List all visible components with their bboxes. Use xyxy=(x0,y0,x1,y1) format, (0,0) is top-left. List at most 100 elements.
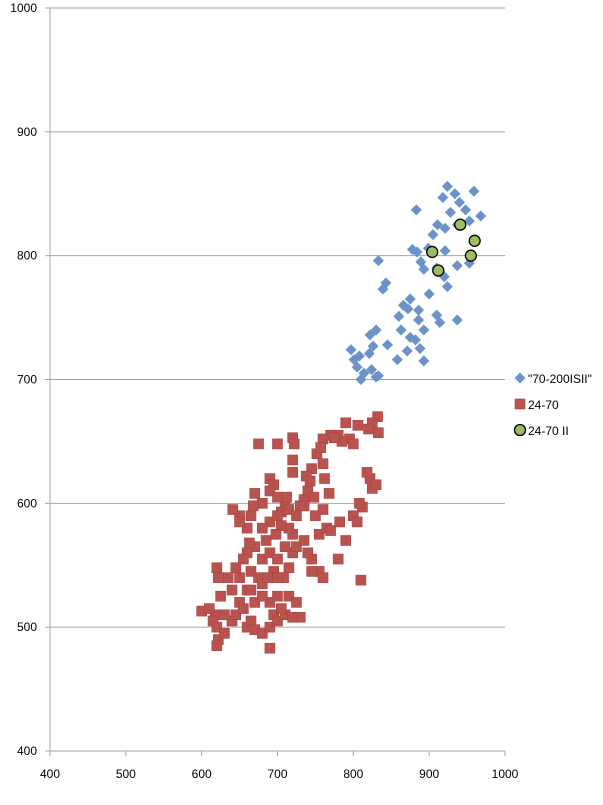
diamond-point xyxy=(451,260,463,272)
square-point xyxy=(264,485,276,497)
diamond-point xyxy=(449,188,461,200)
square-point xyxy=(249,597,261,608)
diamond-point xyxy=(393,310,405,322)
diamond-point xyxy=(363,347,375,359)
diamond-point xyxy=(460,204,472,216)
square-point xyxy=(329,432,340,444)
circle-point xyxy=(464,249,478,262)
diamond-point xyxy=(345,344,357,356)
y-tick-label: 700 xyxy=(17,373,37,387)
square-point xyxy=(211,621,223,633)
x-tick-label: 700 xyxy=(267,767,287,781)
square-point xyxy=(361,467,373,478)
circle-point xyxy=(454,218,467,231)
series-square xyxy=(196,411,384,654)
square-point xyxy=(354,498,365,509)
diamond-point xyxy=(454,196,465,208)
diamond-point xyxy=(397,299,409,311)
y-tick-label: 900 xyxy=(17,125,37,139)
diamond-point xyxy=(348,354,360,366)
square-point xyxy=(203,603,215,614)
data-points xyxy=(196,180,487,654)
series-circle xyxy=(426,218,481,277)
square-point xyxy=(288,438,300,450)
diamond-point xyxy=(410,204,422,216)
square-point xyxy=(298,535,310,546)
square-point xyxy=(245,510,257,522)
square-point xyxy=(370,479,382,491)
square-point xyxy=(351,516,363,528)
square-point xyxy=(317,458,329,470)
diamond-point xyxy=(367,340,379,352)
diamond-point xyxy=(413,304,425,316)
square-point xyxy=(291,597,302,608)
diamond-point xyxy=(437,191,449,203)
square-point xyxy=(238,603,249,614)
square-point xyxy=(306,566,317,577)
diamond-point xyxy=(372,255,384,267)
square-point xyxy=(272,572,283,583)
diamond-point xyxy=(423,288,435,300)
legend-circle-icon xyxy=(513,423,527,437)
diamond-point xyxy=(410,334,422,346)
square-point xyxy=(340,535,352,546)
series-diamond xyxy=(345,180,487,385)
square-point xyxy=(287,467,298,478)
y-tick-label: 400 xyxy=(17,744,37,758)
square-point xyxy=(352,420,364,431)
diamond-point xyxy=(441,281,453,293)
diamond-point xyxy=(377,283,389,295)
square-point xyxy=(215,590,226,602)
x-tick-label: 400 xyxy=(40,767,60,781)
y-tick-label: 800 xyxy=(17,249,37,263)
square-point xyxy=(234,516,245,528)
square-point xyxy=(222,572,234,583)
square-point xyxy=(213,572,224,583)
square-point xyxy=(283,504,295,515)
square-point xyxy=(298,500,310,512)
square-point xyxy=(281,491,292,503)
square-point xyxy=(257,590,268,602)
square-point xyxy=(308,491,320,503)
square-point xyxy=(264,516,276,528)
axes: 400 500 600 700 800 900 1000 400 500 600 700 800 900… xyxy=(10,1,518,781)
square-point xyxy=(323,488,335,499)
square-point xyxy=(257,498,268,509)
circle-point xyxy=(426,245,439,259)
diamond-point xyxy=(370,371,382,383)
diamond-point xyxy=(441,180,453,192)
square-point xyxy=(227,504,239,515)
diamond-point xyxy=(418,263,430,275)
legend-square-icon xyxy=(514,398,526,410)
diamond-point xyxy=(463,215,475,227)
circle-point xyxy=(432,264,445,277)
square-point xyxy=(287,454,298,466)
square-point xyxy=(372,411,383,422)
square-point xyxy=(247,500,259,512)
square-point xyxy=(241,522,253,534)
square-point xyxy=(306,463,317,474)
square-point xyxy=(272,510,283,522)
y-tick-label: 500 xyxy=(17,620,37,634)
square-point xyxy=(257,553,268,565)
square-point xyxy=(340,417,352,429)
legend-label: 24-70 II xyxy=(528,424,569,438)
legend-label: 24-70 xyxy=(528,398,559,412)
square-point xyxy=(257,578,268,590)
square-point xyxy=(283,590,295,602)
diamond-point xyxy=(418,324,430,336)
x-tick-label: 900 xyxy=(419,767,439,781)
x-tick-label: 1000 xyxy=(492,767,519,781)
diamond-point xyxy=(468,185,480,197)
diamond-point xyxy=(404,293,416,305)
diamond-point xyxy=(451,314,463,326)
square-point xyxy=(319,473,330,484)
gridlines xyxy=(50,7,505,628)
square-point xyxy=(317,504,329,515)
diamond-point xyxy=(391,354,403,366)
square-point xyxy=(334,516,345,528)
circle-point xyxy=(468,234,481,247)
square-point xyxy=(272,615,283,627)
square-point xyxy=(253,438,264,450)
